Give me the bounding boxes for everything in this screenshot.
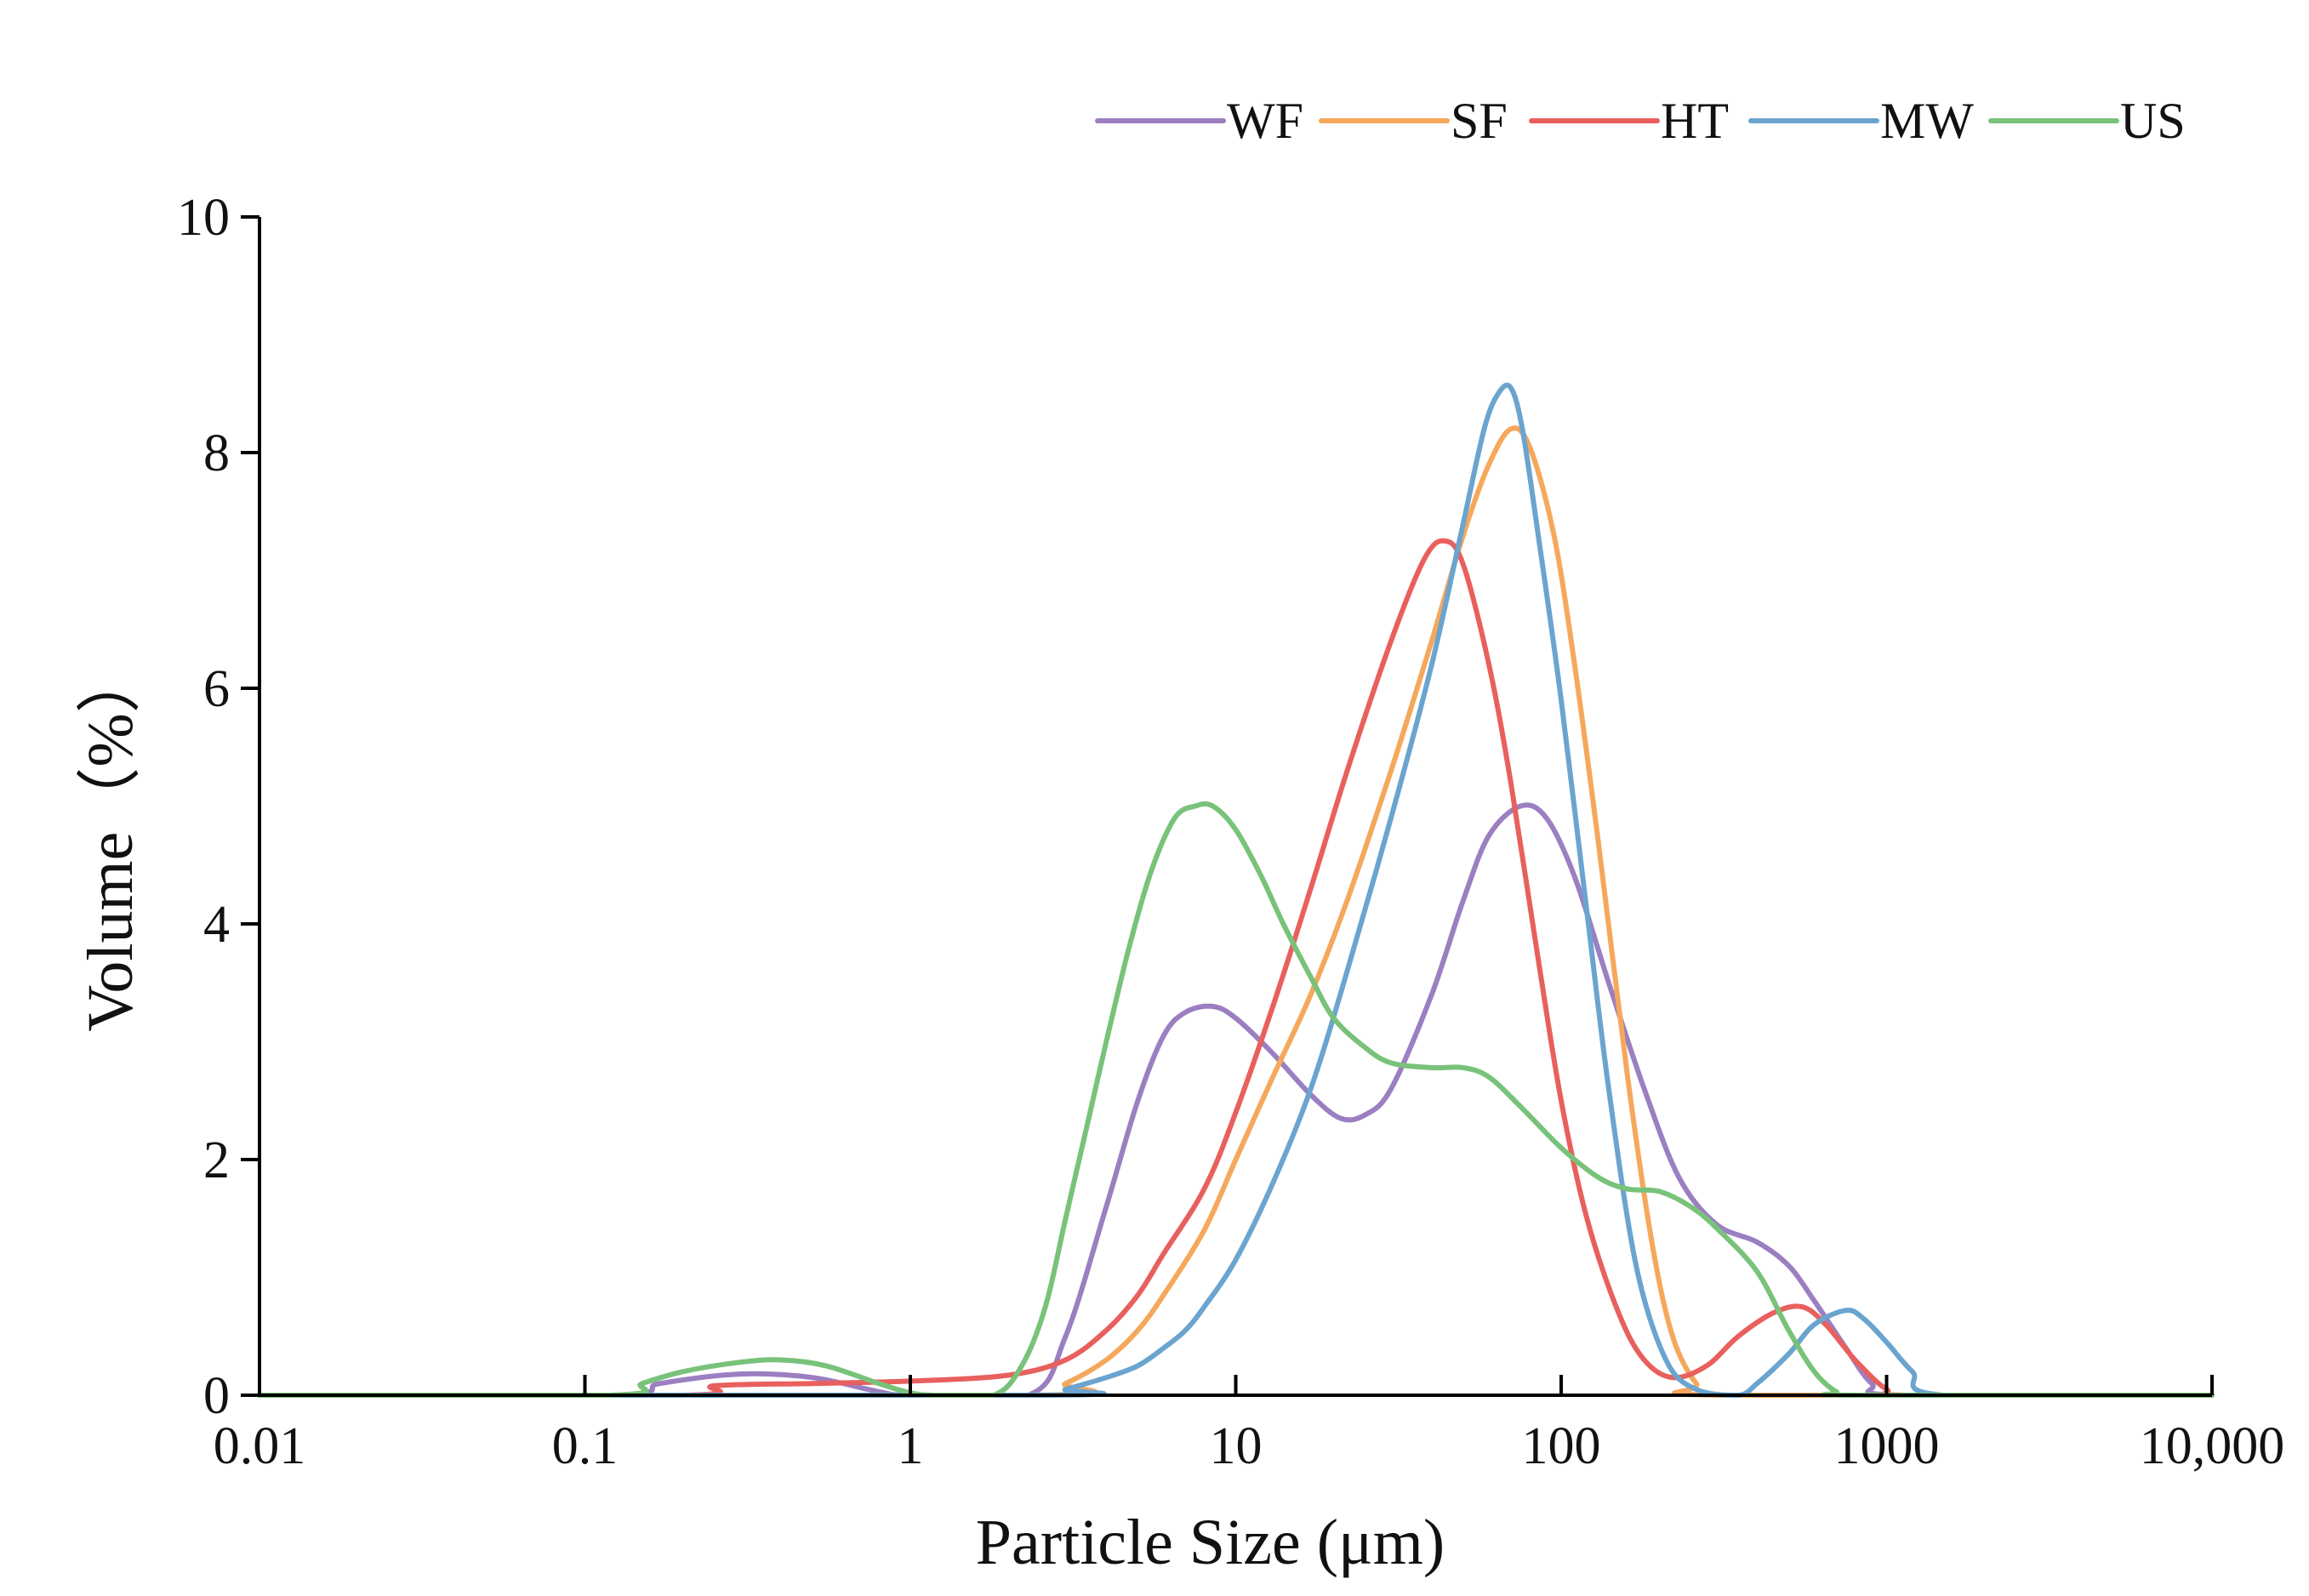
y-tick-label: 8 (203, 425, 230, 482)
x-tick-label: 1000 (1834, 1417, 1940, 1475)
series-line-ht (257, 538, 2215, 1399)
legend-label-us: US (2120, 93, 2186, 149)
x-tick-label: 10,000 (2140, 1417, 2285, 1475)
x-tick-label: 0.1 (552, 1417, 619, 1475)
x-tick-label: 10 (1210, 1417, 1263, 1475)
y-axis-title: Volume（%） (75, 648, 146, 1031)
series-line-us (257, 801, 2215, 1399)
legend-label-wf: WF (1227, 93, 1303, 149)
series-line-wf (257, 802, 2215, 1399)
y-tick-label: 2 (203, 1131, 230, 1189)
legend-label-sf: SF (1451, 93, 1508, 149)
x-tick-label: 0.01 (214, 1417, 306, 1475)
series-line-mw (257, 382, 2215, 1399)
legend-label-mw: MW (1880, 93, 1974, 149)
ticks: 0.01 0.1 1 10 100 1000 10,000 0 2 4 6 8 10 (177, 189, 2284, 1475)
x-axis-title: Particle Size (μm) (976, 1507, 1445, 1578)
y-tick-label: 10 (177, 189, 230, 247)
x-tick-label: 1 (898, 1417, 924, 1475)
x-tick-label: 100 (1522, 1417, 1601, 1475)
series-line-sf (257, 425, 2215, 1399)
y-tick-label: 4 (203, 896, 230, 954)
y-tick-label: 0 (203, 1367, 230, 1425)
series-layer (257, 382, 2215, 1399)
y-tick-label: 6 (203, 660, 230, 718)
legend-label-ht: HT (1661, 93, 1729, 149)
legend: WF SF HT MW US (1095, 93, 2186, 149)
axes (258, 217, 2212, 1397)
